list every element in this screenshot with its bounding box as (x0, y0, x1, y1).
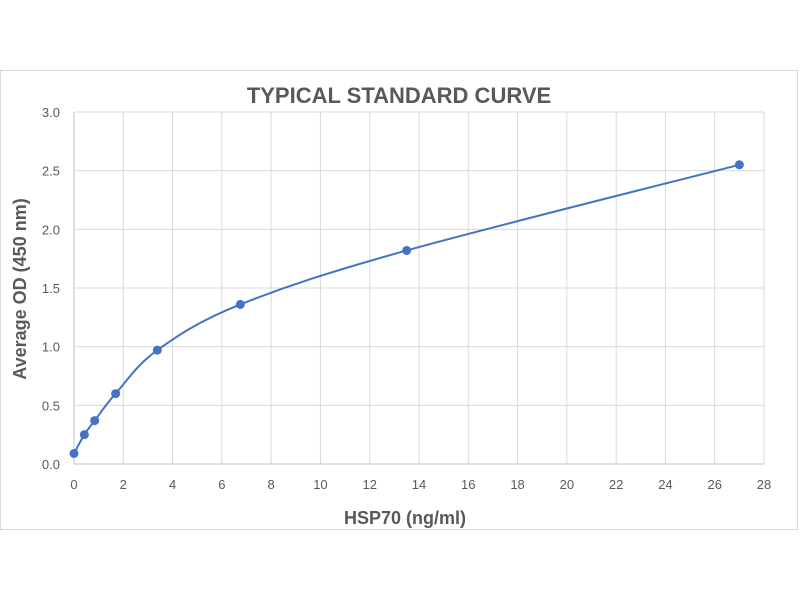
x-tick-label: 20 (560, 477, 574, 492)
data-point (79, 430, 89, 440)
x-tick-label: 10 (313, 477, 327, 492)
x-tick-label: 26 (707, 477, 721, 492)
y-tick-labels: 0.0 0.5 1.0 1.5 2.0 2.5 3.0 (42, 105, 60, 472)
x-axis-label: HSP70 (ng/ml) (344, 508, 466, 528)
data-point (734, 160, 744, 170)
x-tick-label: 6 (218, 477, 225, 492)
x-tick-label: 22 (609, 477, 623, 492)
data-point (152, 345, 162, 355)
x-tick-label: 0 (70, 477, 77, 492)
x-tick-label: 18 (510, 477, 524, 492)
series-line (73, 163, 740, 454)
data-point (69, 448, 79, 458)
x-tick-label: 24 (658, 477, 672, 492)
y-tick-label: 1.5 (42, 281, 60, 296)
data-points (69, 160, 744, 458)
axes (73, 112, 764, 465)
data-point (90, 416, 100, 426)
x-tick-label: 16 (461, 477, 475, 492)
y-tick-label: 2.0 (42, 222, 60, 237)
x-tick-label: 14 (412, 477, 426, 492)
x-tick-label: 4 (169, 477, 176, 492)
x-tick-label: 2 (120, 477, 127, 492)
y-tick-label: 2.5 (42, 164, 60, 179)
data-point (235, 299, 245, 309)
x-tick-label: 28 (757, 477, 771, 492)
y-axis-label: Average OD (450 nm) (10, 198, 30, 379)
grid (74, 111, 765, 464)
x-tick-label: 8 (268, 477, 275, 492)
y-tick-label: 3.0 (42, 105, 60, 120)
y-tick-label: 0.5 (42, 398, 60, 413)
data-point (402, 245, 412, 255)
data-point (111, 389, 121, 399)
y-tick-label: 1.0 (42, 340, 60, 355)
x-tick-label: 12 (362, 477, 376, 492)
y-tick-label: 0.0 (42, 457, 60, 472)
chart-title: TYPICAL STANDARD CURVE (247, 83, 551, 108)
x-tick-labels: 0 2 4 6 8 10 12 14 16 18 20 22 24 26 28 (70, 477, 771, 492)
